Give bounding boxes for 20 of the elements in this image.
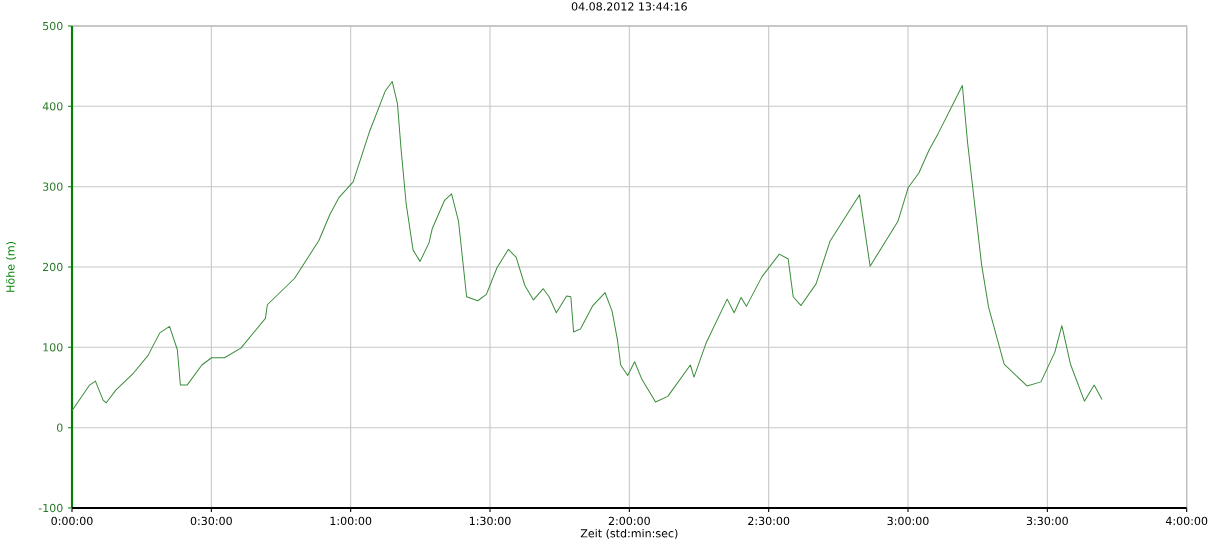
y-tick-label: 400 <box>42 102 63 111</box>
x-tick-label: 1:30:00 <box>469 516 511 526</box>
y-tick-label: 300 <box>43 182 63 191</box>
x-tick-label: 3:00:00 <box>887 516 929 526</box>
x-tick-label: 0:00:00 <box>51 516 93 526</box>
x-tick-label: 0:30:00 <box>190 516 232 526</box>
y-tick-label: 100 <box>43 343 63 352</box>
x-tick-label: 1:00:00 <box>330 516 372 526</box>
x-tick-label: 2:30:00 <box>748 516 790 526</box>
y-tick-label: 500 <box>43 21 63 31</box>
x-tick-label: 4:00:00 <box>1165 516 1208 526</box>
chart-title: 04.08.2012 13:44:16 <box>571 2 687 11</box>
line-series <box>71 80 1103 412</box>
y-tick-label: 200 <box>42 262 63 272</box>
y-tick-label: -100 <box>38 503 63 513</box>
x-axis-title: Zeit (std:min:sec) <box>580 528 678 539</box>
y-axis-title: Höhe (m) <box>6 242 16 292</box>
y-tick-label: 0 <box>56 423 63 432</box>
x-tick-label: 3:30:00 <box>1026 516 1068 526</box>
x-tick-label: 2:00:00 <box>608 516 650 526</box>
